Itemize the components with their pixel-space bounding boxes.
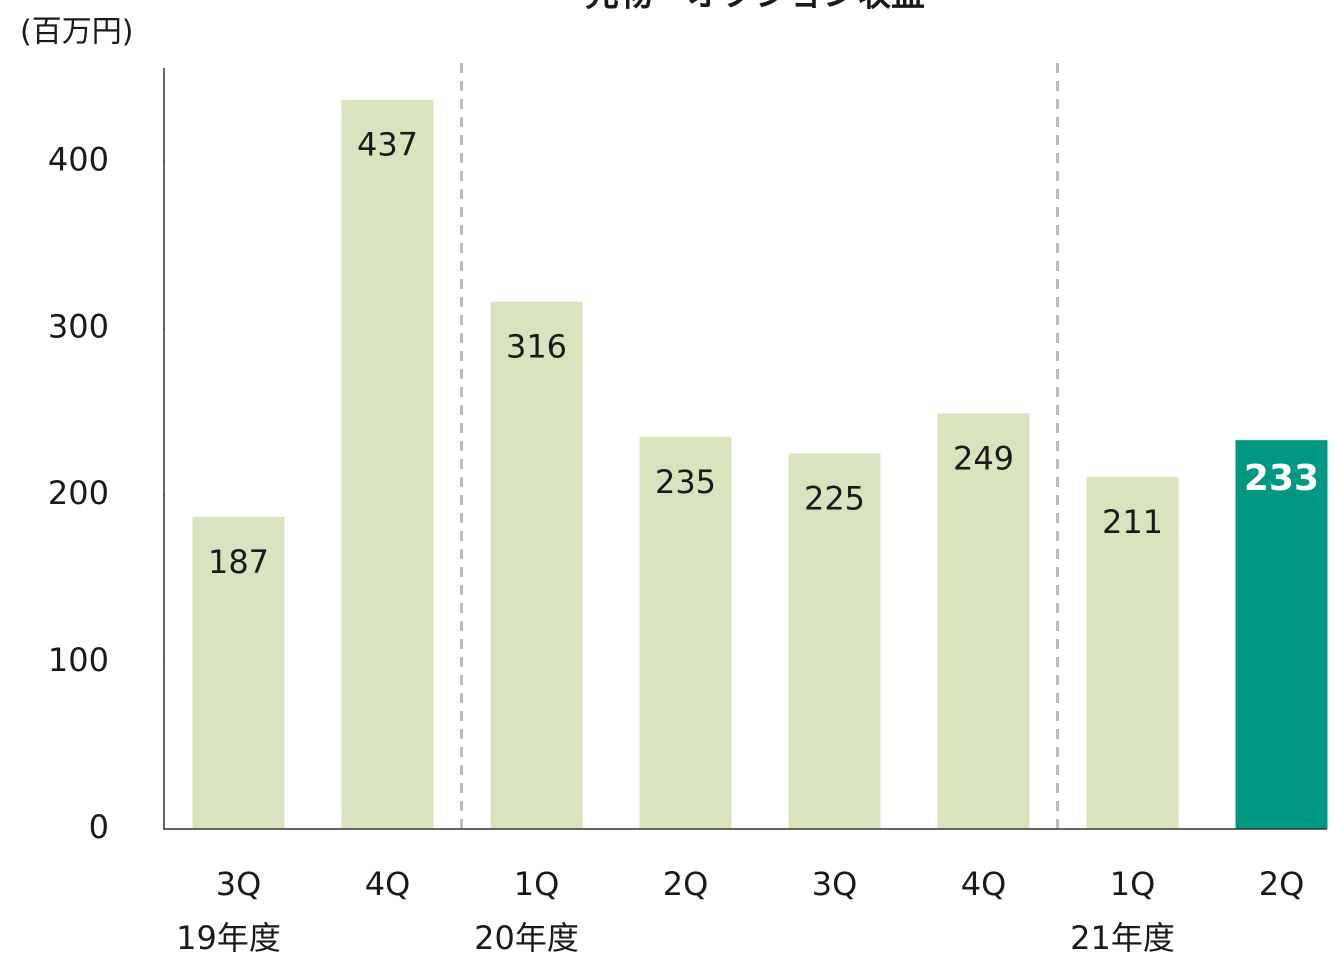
value-label: 235 <box>655 463 716 501</box>
x-tick-label: 3Q <box>812 865 858 903</box>
y-tick-label: 100 <box>48 641 109 679</box>
year-label: 20年度 <box>474 919 579 957</box>
value-label: 233 <box>1244 458 1319 499</box>
x-tick-label: 3Q <box>216 865 262 903</box>
y-unit: (百万円) <box>20 15 133 50</box>
bar <box>341 99 434 830</box>
bar <box>639 436 732 829</box>
bar <box>490 301 583 829</box>
value-label: 437 <box>357 126 418 164</box>
value-label: 211 <box>1102 503 1163 541</box>
value-label: 225 <box>804 480 865 518</box>
chart-title: 先物・オプション収益 <box>585 0 925 15</box>
x-tick-label: 1Q <box>514 865 560 903</box>
y-tick-label: 400 <box>48 140 109 178</box>
x-tick-label: 2Q <box>663 865 709 903</box>
bar <box>192 516 285 829</box>
value-label: 187 <box>208 543 269 581</box>
x-tick-label: 4Q <box>961 865 1007 903</box>
bar <box>1086 476 1179 829</box>
year-label: 19年度 <box>176 919 281 957</box>
x-tick-label: 1Q <box>1110 865 1156 903</box>
bar <box>1235 440 1328 829</box>
bar <box>937 413 1030 829</box>
y-tick-label: 300 <box>48 307 109 345</box>
year-label: 21年度 <box>1070 919 1175 957</box>
value-label: 316 <box>506 328 567 366</box>
x-tick-label: 4Q <box>365 865 411 903</box>
bar <box>788 453 881 829</box>
value-label: 249 <box>953 439 1014 477</box>
y-tick-label: 0 <box>89 808 109 846</box>
x-tick-label: 2Q <box>1259 865 1305 903</box>
y-tick-label: 200 <box>48 474 109 512</box>
